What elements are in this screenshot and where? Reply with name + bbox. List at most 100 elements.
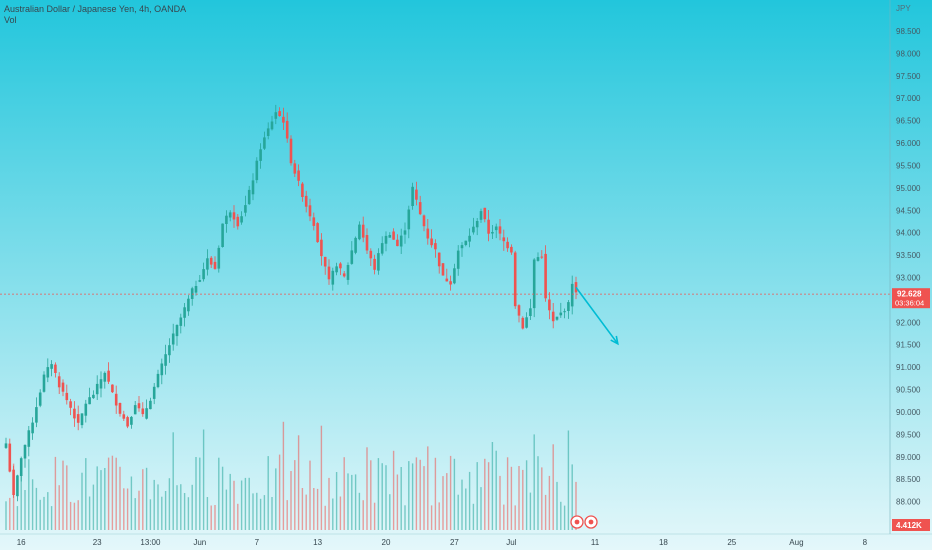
candle <box>240 211 243 225</box>
candle-body <box>84 403 88 416</box>
candle <box>487 210 490 242</box>
volume-bar <box>206 497 209 530</box>
volume-bar <box>316 488 319 530</box>
candle-body <box>168 345 171 356</box>
volume-bar <box>347 473 349 530</box>
volume-bar <box>28 459 30 530</box>
time-axis[interactable]: 16 23 13:00 Jun 7 13 20 27 Jul 11 18 25 Aug 8 <box>0 533 932 547</box>
candle-body <box>111 384 114 393</box>
volume-bar <box>142 469 144 530</box>
candle <box>536 252 540 262</box>
candle-body <box>323 256 327 267</box>
candle-body <box>263 137 266 149</box>
candle-body <box>31 422 34 434</box>
volume-bar <box>282 421 285 530</box>
candle <box>358 221 361 241</box>
candle <box>312 212 316 231</box>
volume-bar <box>195 457 197 530</box>
candle <box>335 262 338 276</box>
candle-body <box>274 112 278 119</box>
candle-body <box>422 215 426 227</box>
candle <box>559 302 563 318</box>
candle <box>50 360 53 377</box>
volume-bar <box>240 480 243 530</box>
candle-body <box>266 128 270 136</box>
price-tick-label: 91.000 <box>896 363 921 372</box>
volume-bar <box>107 457 110 530</box>
candle-body <box>232 212 236 220</box>
volume-label[interactable]: Vol <box>4 15 17 25</box>
volume-bar <box>411 463 414 530</box>
volume-bar <box>332 498 334 530</box>
candle-body <box>73 408 76 419</box>
symbol-title[interactable]: Australian Dollar / Japanese Yen, 4h, OA… <box>4 4 187 14</box>
volume-bar <box>92 484 95 530</box>
volume-bar <box>35 487 38 530</box>
candle-body <box>92 394 95 399</box>
volume-bar <box>24 490 26 530</box>
volume-bar <box>487 462 490 530</box>
volume-bar <box>408 461 410 530</box>
volume-bar <box>438 502 440 530</box>
candle <box>270 115 274 131</box>
candle <box>274 104 278 125</box>
economic-event-icon[interactable] <box>584 515 598 529</box>
candle-body <box>430 238 433 246</box>
candle-body <box>415 189 418 200</box>
candle-body <box>16 475 19 497</box>
candle-body <box>198 280 202 282</box>
volume-bar <box>495 450 497 530</box>
candle <box>164 344 167 375</box>
price-tick-label: 90.000 <box>896 408 921 417</box>
time-tick-label: 20 <box>382 538 391 547</box>
volume-bar <box>491 442 494 530</box>
price-tick-label: 96.500 <box>896 117 921 126</box>
projection-arrow[interactable] <box>575 286 619 346</box>
candle <box>449 275 452 291</box>
candle-body <box>99 379 103 389</box>
candle-body <box>464 240 468 245</box>
candle-body <box>149 400 152 410</box>
candle-body <box>540 256 544 258</box>
candle <box>570 275 574 315</box>
candle-body <box>555 316 559 320</box>
volume-bar <box>328 477 330 530</box>
volume-bar <box>233 480 235 530</box>
candle <box>118 402 122 417</box>
candle-body <box>228 212 232 218</box>
candle-body <box>103 372 107 382</box>
candle-body <box>532 259 536 309</box>
candle <box>8 438 12 473</box>
candle <box>80 413 84 429</box>
economic-event-icon[interactable] <box>570 515 584 529</box>
candle-body <box>331 270 335 285</box>
candle-body <box>4 443 8 448</box>
candle <box>122 410 126 421</box>
candle <box>392 228 395 240</box>
candle-body <box>388 235 392 238</box>
candle <box>510 244 513 255</box>
price-tick-label: 93.000 <box>896 274 921 283</box>
time-tick-label: 27 <box>450 538 459 547</box>
volume-bar <box>503 504 505 530</box>
candle-body <box>221 223 224 247</box>
candle <box>304 190 308 213</box>
volume-bar <box>214 505 216 530</box>
candle <box>327 259 331 285</box>
event-icons[interactable] <box>570 515 598 529</box>
volume-bar <box>434 457 437 530</box>
volume-bar <box>472 503 475 530</box>
price-tick-label: 88.500 <box>896 475 921 484</box>
volume-bar <box>343 457 345 530</box>
candle <box>156 369 160 389</box>
volume-bar <box>16 506 19 530</box>
volume-bar <box>544 494 547 530</box>
candle-body <box>335 266 338 273</box>
candle-body <box>399 235 403 247</box>
volume-bar <box>134 498 136 530</box>
candle <box>483 207 487 223</box>
candle-body <box>126 417 129 427</box>
volume-bar <box>533 434 535 530</box>
